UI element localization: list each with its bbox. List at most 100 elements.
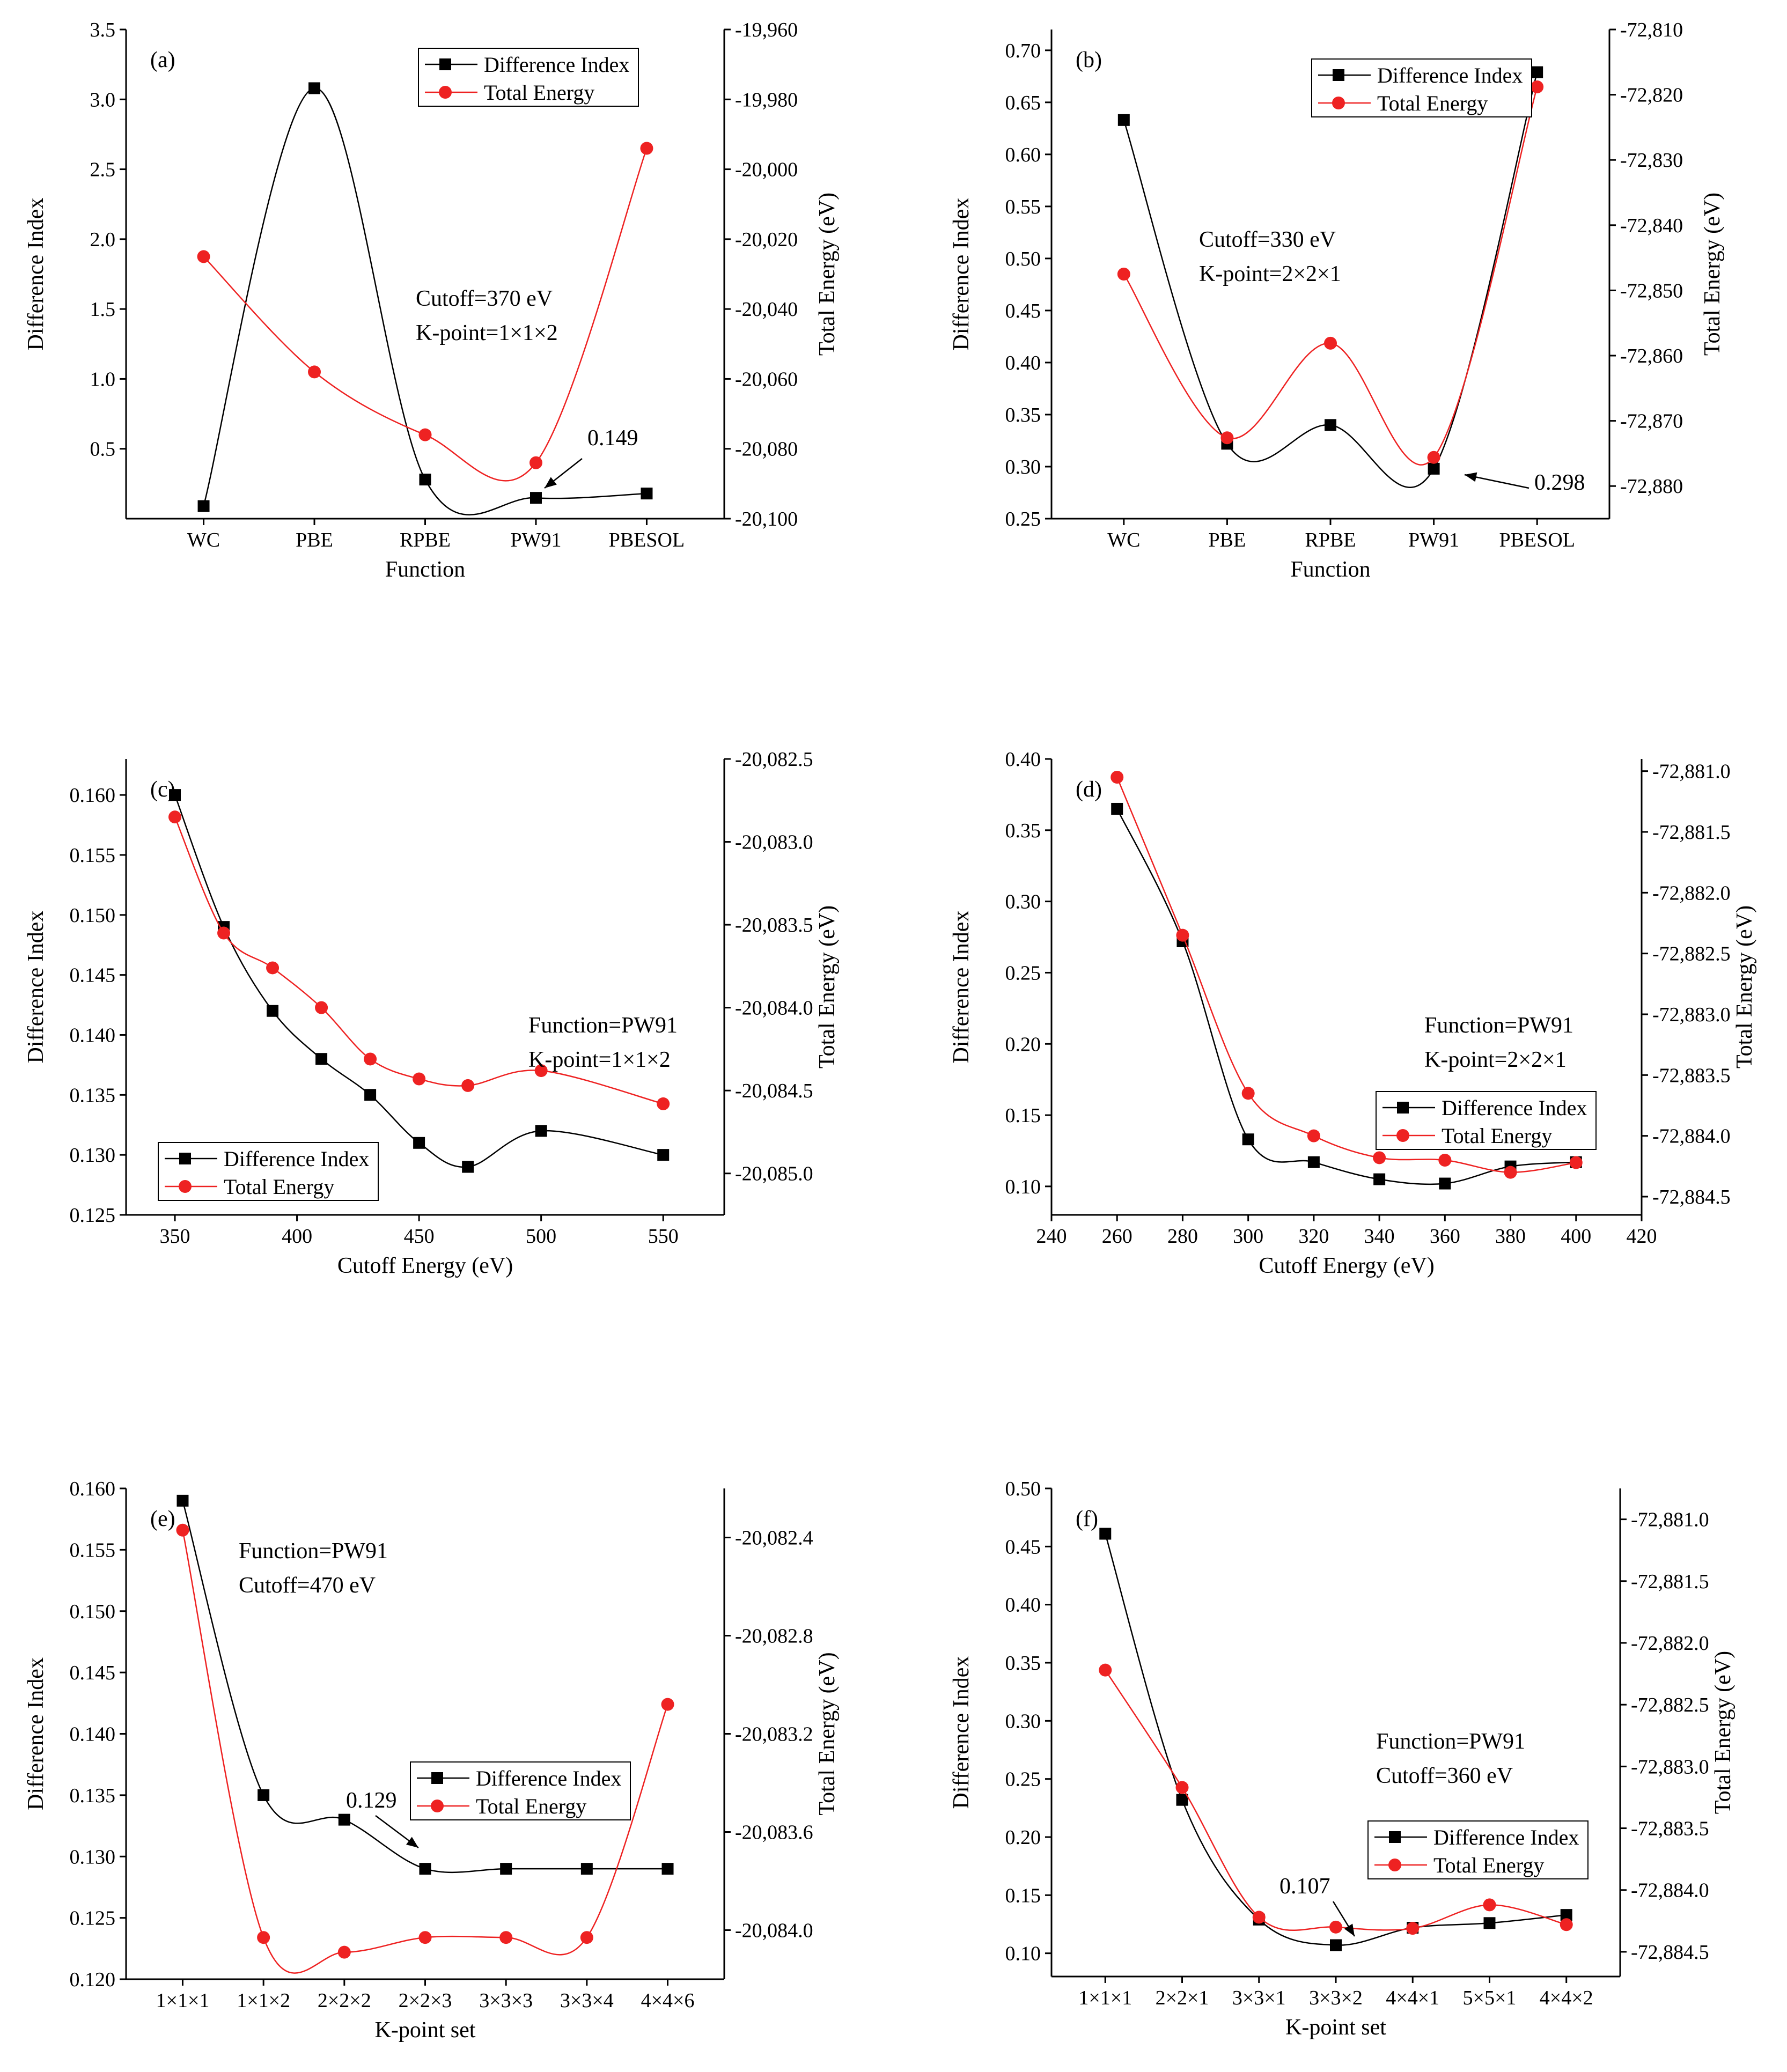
y-tick-label: 0.25 [1005,508,1041,530]
difference-index-point [419,474,431,486]
y2-tick-label: -20,082.5 [735,748,813,771]
x-tick-label: PBESOL [1499,529,1575,551]
legend-label: Difference Index [1442,1096,1587,1120]
x-tick-label: 350 [160,1225,190,1248]
total-energy-point [640,142,653,155]
annotation-text: Cutoff=470 eV [239,1573,376,1598]
x-tick-label: 340 [1364,1225,1395,1248]
legend-marker [431,1772,443,1784]
total-energy-point [1175,1781,1189,1794]
difference-index-point [1307,1156,1320,1168]
y-tick-label: 0.25 [1005,962,1041,984]
total-energy-point [315,1001,328,1014]
annotation-text: Cutoff=360 eV [1376,1764,1513,1788]
difference-index-point [413,1137,425,1149]
total-energy-point [197,250,210,263]
total-energy-point [1569,1156,1583,1169]
difference-index-point [1330,1939,1342,1951]
legend-marker [1333,69,1344,81]
difference-index-point [500,1863,512,1875]
total-energy-point [1504,1166,1517,1179]
difference-index-point [364,1089,377,1101]
y-tick-label: 0.155 [70,844,116,867]
difference-index-point [580,1863,593,1875]
total-energy-point [1329,1920,1342,1934]
legend: Difference Index Total Energy [158,1142,379,1201]
difference-index-point [462,1161,474,1173]
callout-label: 0.107 [1279,1874,1330,1899]
y-tick-label: 3.0 [90,89,116,111]
legend-marker [431,1800,444,1812]
total-energy-point [1176,928,1189,942]
x-tick-label: 400 [282,1225,312,1248]
y-axis-title: Difference Index [949,911,974,1064]
x-tick-label: WC [187,529,220,551]
x-tick-label: 3×3×4 [560,1989,614,2012]
y2-tick-label: -72,881.5 [1631,1570,1709,1593]
y-tick-label: 0.125 [70,1204,116,1227]
x-tick-label: 380 [1495,1225,1526,1248]
total-energy-point [176,1523,189,1537]
x-tick-label: 1×1×2 [237,1989,290,2012]
legend-box [1311,58,1532,117]
annotation-text: Function=PW91 [239,1539,388,1564]
total-energy-point [580,1931,593,1944]
y-tick-label: 0.160 [70,1478,116,1500]
panel-label: (e) [150,1507,175,1531]
annotation-text: Function=PW91 [1376,1729,1525,1754]
total-energy-point [217,926,231,940]
y-tick-label: 0.150 [70,1601,116,1623]
y2-tick-label: -20,085.0 [735,1163,813,1185]
legend-label: Difference Index [484,53,629,77]
x-tick-label: 4×4×2 [1540,1987,1593,2009]
y-tick-label: 0.145 [70,1662,116,1684]
difference-index-point [1373,1173,1386,1185]
y2-tick-label: -72,882.0 [1631,1632,1709,1655]
annotation-text: K-point=1×1×2 [416,321,558,345]
y2-tick-label: -72,850 [1620,279,1683,302]
y2-tick-label: -72,860 [1620,345,1683,367]
y-axis-title: Difference Index [949,1656,974,1809]
chart-panel-e: 0.120 0.125 0.130 0.135 0.140 0.145 0.150 0.155… [24,1478,840,2042]
total-energy-point [1111,771,1124,784]
y2-tick-label: -72,840 [1620,215,1683,237]
legend-box [418,48,639,107]
legend-label: Difference Index [476,1766,621,1790]
difference-index-point [641,488,653,500]
difference-index-point [1117,114,1130,126]
total-energy-point [1220,431,1234,445]
legend: Difference Index Total Energy [1311,58,1532,117]
x-tick-label: 3×3×2 [1309,1987,1363,2009]
callout-label: 0.298 [1534,470,1585,495]
y2-tick-label: -72,830 [1620,149,1683,172]
x-tick-label: 450 [404,1225,435,1248]
y-tick-label: 0.130 [70,1846,116,1868]
x-tick-label: 4×4×1 [1386,1987,1439,2009]
legend: Difference Index Total Energy [1376,1091,1597,1150]
y2-tick-label: -20,084.0 [735,997,813,1020]
difference-index-point [1428,462,1440,475]
x-tick-label: RPBE [1305,529,1356,551]
x-axis-title: Function [385,557,465,582]
x-tick-label: 3×3×3 [479,1989,533,2012]
legend-marker [439,86,452,99]
y2-tick-label: -72,883.0 [1631,1756,1709,1778]
legend-marker [1389,1831,1401,1843]
x-tick-label: 5×5×1 [1463,1987,1517,2009]
total-energy-point [1406,1922,1420,1935]
total-energy-point [168,810,182,824]
y2-axis-title: Total Energy (eV) [1700,193,1725,356]
chart-panel-a: 0.5 1.0 1.5 2.0 2.5 3.0 3.5 -20,100 -20,080 -20,0… [24,19,840,582]
difference-index-point [1099,1528,1112,1540]
legend-marker [179,1153,191,1164]
difference-index-line [1105,1533,1567,1946]
difference-index-point [258,1789,270,1801]
difference-index-point [657,1149,670,1161]
total-energy-point [661,1698,674,1711]
difference-index-point [1483,1917,1496,1929]
y2-tick-label: -20,083.5 [735,914,813,937]
annotation-text: K-point=2×2×1 [1424,1048,1567,1072]
x-tick-label: 1×1×1 [156,1989,210,2012]
difference-index-point [1242,1133,1254,1146]
callout-arrowhead [406,1837,418,1848]
